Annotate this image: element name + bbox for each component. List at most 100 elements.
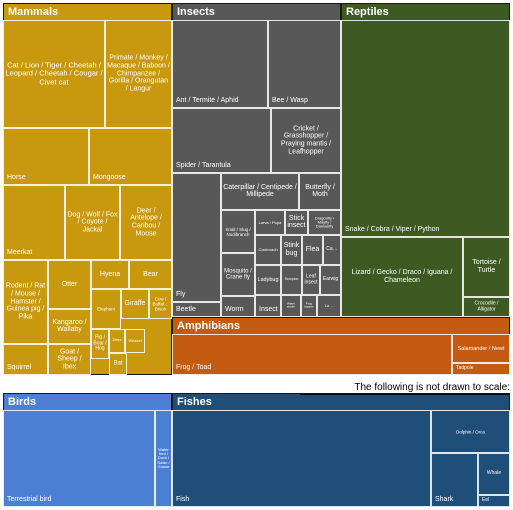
treemap-cell-label: Tortoise / Turtle <box>472 259 501 274</box>
treemap-cell: Ca… <box>323 235 341 265</box>
treemap-cell-label: Scorpion <box>284 277 299 282</box>
treemap-cell-label: Giraffe <box>124 300 146 308</box>
treemap-cell-label: Elephant <box>97 306 115 312</box>
treemap-cell-label: Mosquito / Crane fly <box>224 267 252 281</box>
treemap-cell: Leaf insect <box>302 265 320 295</box>
treemap-cell: Salamander / Newt <box>452 334 510 363</box>
treemap-cell: Tortoise / Turtle <box>463 237 510 297</box>
treemap-cell-label: Fly <box>176 291 186 299</box>
treemap-cell: Water bird / Duck / Swan / Goose <box>155 410 172 507</box>
treemap-cell-label: Caterpillar / Centipede / Millipede <box>223 183 297 199</box>
treemap-cell-label: Water bird / Duck / Swan / Goose <box>157 446 170 470</box>
treemap-cell: Zebra <box>109 329 125 353</box>
treemap-cell-label: Frog / Toad <box>176 364 212 372</box>
treemap-cell-label: Dog / Wolf / Fox / Coyote / Jackal <box>67 210 118 234</box>
treemap-cell-label: Fish <box>176 496 190 504</box>
treemap-cell-label: Lo… <box>324 302 334 308</box>
treemap-cell: Larva / Pupa <box>255 210 285 235</box>
treemap-cell-label: Meerkat <box>7 249 33 257</box>
treemap-cell: Frog hopper <box>301 295 317 317</box>
treemap-cell-label: Goat / Sheep / Ibex <box>57 347 82 371</box>
treemap-cell-label: Eel <box>482 497 490 504</box>
treemap-cell-label: Dragonfly / Mayfly / Damselfly <box>314 214 335 229</box>
treemap-cell: Shark <box>431 453 478 507</box>
treemap-cell-label: Butterfly / Moth <box>305 183 335 199</box>
treemap-cell: Lo… <box>317 295 341 317</box>
treemap-cell-label: Zebra <box>112 338 122 343</box>
treemap-cell-label: Bat <box>113 360 123 367</box>
treemap-cell-label: Cat / Lion / Tiger / Cheetah / Leopard /… <box>5 60 103 87</box>
group-title-mammals: Mammals <box>8 6 59 18</box>
treemap-cell-label: Kangaroo / Wallaby <box>52 318 87 334</box>
treemap-cell: Hyena <box>91 260 129 289</box>
treemap-cell: Rodent / Rat / Mouse / Hamster / Guinea … <box>3 260 48 344</box>
treemap-cell: Scorpion <box>281 265 302 295</box>
treemap-cell: Cockroach <box>255 235 281 265</box>
treemap-cell-label: Stink bug <box>283 242 300 257</box>
treemap-cell-label: Cow / Buffal… Bison <box>152 296 169 312</box>
treemap-cell: Bear <box>129 260 172 289</box>
treemap-cell-label: Otter <box>61 280 78 288</box>
treemap-cell: Worm <box>221 296 255 317</box>
treemap-cell: Lizard / Gecko / Draco / Iguana / Chamel… <box>341 237 463 317</box>
treemap-cell: Squirrel <box>3 344 48 375</box>
treemap-cell-label: Leaf insect <box>304 273 318 285</box>
treemap-cell-label: Primate / Monkey / Macaque / Baboon / Ch… <box>107 54 170 93</box>
not-to-scale-note: The following is not drawn to scale: <box>300 382 510 395</box>
treemap-cell-label: Cockroach <box>258 246 278 252</box>
treemap-cell: Terrestrial bird <box>3 410 155 507</box>
treemap-cell: Earwig <box>320 265 341 295</box>
treemap-cell: Insect <box>255 295 281 317</box>
treemap-cell-label: Snake / Cobra / Viper / Python <box>345 226 440 234</box>
group-title-insects: Insects <box>177 6 215 18</box>
treemap-cell-label: Weasel <box>128 337 142 343</box>
treemap-cell: Ladybug <box>255 265 281 295</box>
treemap-cell-label: Snail / Slug / Nudibranch <box>225 226 251 237</box>
treemap-cell-label: Whale <box>486 470 502 477</box>
treemap-cell: Primate / Monkey / Macaque / Baboon / Ch… <box>105 20 172 128</box>
treemap-cell: Caterpillar / Centipede / Millipede <box>221 173 299 210</box>
treemap-cell: Flea <box>302 235 323 265</box>
treemap-cell-label: Earwig <box>322 276 339 283</box>
treemap-cell-label: Salamander / Newt <box>457 345 505 352</box>
treemap-cell: Fly <box>172 173 221 302</box>
treemap-cell-label: Insect <box>259 306 278 314</box>
treemap-cell-label: Flea <box>305 246 320 254</box>
treemap-cell-label: Ant / Termite / Aphid <box>176 97 239 105</box>
treemap-cell: Snail / Slug / Nudibranch <box>221 210 255 253</box>
treemap-cell: Stick insect <box>285 210 308 235</box>
treemap-cell: Weasel <box>125 329 145 353</box>
treemap-cell-label: Rodent / Rat / Mouse / Hamster / Guinea … <box>5 282 46 321</box>
treemap-cell: Dolphin / Orca <box>431 410 510 453</box>
treemap-cell-label: Ladybug <box>257 276 279 283</box>
treemap-cell: Cricket / Grasshopper / Praying mantis /… <box>271 108 341 173</box>
treemap-cell: Otter <box>48 260 91 309</box>
group-title-amphibians: Amphibians <box>177 320 240 332</box>
treemap-cell: Frog / Toad <box>172 334 452 375</box>
treemap-cell: Mongoose <box>89 128 172 185</box>
treemap-cell: Whale <box>478 453 510 495</box>
treemap-cell: Fish <box>172 410 431 507</box>
treemap-cell-label: Lizard / Gecko / Draco / Iguana / Chamel… <box>351 269 453 284</box>
treemap-cell-label: Mongoose <box>93 174 126 182</box>
treemap-cell: Cat / Lion / Tiger / Cheetah / Leopard /… <box>3 20 105 128</box>
treemap-cell: Tadpole <box>452 363 510 375</box>
treemap-cell: Meerkat <box>3 185 65 260</box>
treemap-cell: Pig / Boar / Hog <box>91 329 109 359</box>
treemap-cell-label: Hyena <box>99 270 121 278</box>
treemap-cell: Dragonfly / Mayfly / Damselfly <box>308 210 341 235</box>
treemap-cell-label: Ca… <box>326 246 338 253</box>
group-title-fishes: Fishes <box>177 396 212 408</box>
treemap-cell: Kangaroo / Wallaby <box>48 309 91 344</box>
treemap-cell-label: Beetle <box>176 306 196 314</box>
treemap-cell: Horse <box>3 128 89 185</box>
treemap-cell: Spider / Tarantula <box>172 108 271 173</box>
treemap-cell: Elephant <box>91 289 121 329</box>
treemap-cell: Dog / Wolf / Fox / Coyote / Jackal <box>65 185 120 260</box>
treemap-cell: Bat <box>109 353 127 375</box>
treemap-cell-label: Tadpole <box>456 365 474 372</box>
treemap-cell-label: Cricket / Grasshopper / Praying mantis /… <box>280 124 332 156</box>
treemap-cell: Deer / Antelope / Caribou / Moose <box>120 185 172 260</box>
treemap-cell-label: Crocodile / Alligator <box>474 300 499 312</box>
treemap-cell: Giraffe <box>121 289 149 319</box>
